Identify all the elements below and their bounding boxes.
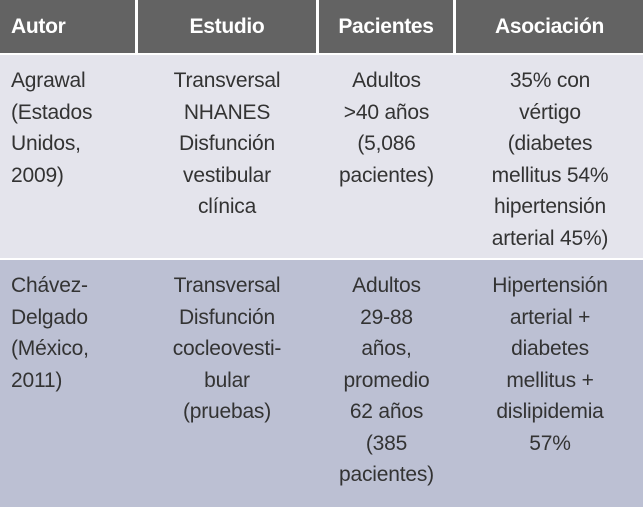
table-row: Chávez- Delgado (México, 2011) Transvers… bbox=[0, 260, 643, 507]
header-autor: Autor bbox=[0, 0, 135, 53]
header-estudio: Estudio bbox=[138, 0, 316, 53]
cell-asociacion: Hipertensión arterial + diabetes mellitu… bbox=[492, 274, 608, 455]
header-pacientes: Pacientes bbox=[319, 0, 453, 53]
table-row: Agrawal (Estados Unidos, 2009) Transvers… bbox=[0, 55, 643, 258]
cell-estudio: Transversal Disfunción cocleovesti- bula… bbox=[172, 274, 282, 423]
header-asociacion: Asociación bbox=[456, 0, 643, 53]
cell-estudio: Transversal NHANES Disfunción vestibular… bbox=[173, 69, 281, 218]
cell-pacientes: Adultos 29-88 años, promedio 62 años (38… bbox=[339, 274, 434, 486]
cell-asociacion: 35% con vértigo (diabetes mellitus 54% h… bbox=[491, 69, 609, 250]
cell-autor: Agrawal (Estados Unidos, 2009) bbox=[11, 69, 93, 187]
cell-autor: Chávez- Delgado (México, 2011) bbox=[11, 274, 89, 392]
cell-pacientes: Adultos >40 años (5,086 pacientes) bbox=[339, 69, 434, 187]
